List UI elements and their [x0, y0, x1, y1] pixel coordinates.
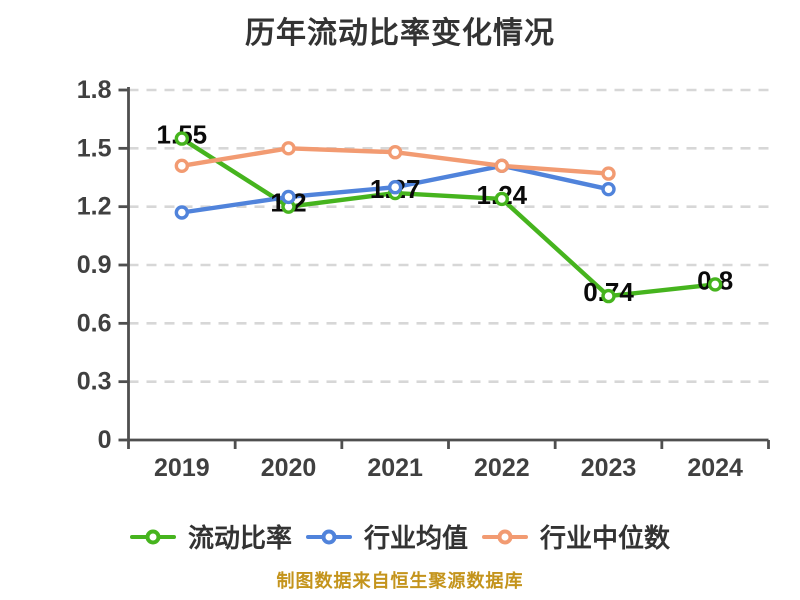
legend-label-current-ratio: 流动比率 [187, 523, 292, 553]
data-point-industry-median[interactable] [281, 141, 296, 156]
legend-item-current-ratio[interactable]: 流动比率 [129, 518, 292, 555]
y-tick-label: 0.3 [77, 368, 112, 396]
data-point-industry-median[interactable] [387, 145, 403, 160]
legend-swatch-industry-median-icon [482, 524, 528, 550]
legend-swatch-industry-average-icon [305, 524, 352, 550]
y-tick-label: 1.8 [77, 76, 112, 104]
x-tick-label: 2022 [474, 454, 530, 482]
x-tick-label: 2024 [687, 454, 743, 482]
legend-item-industry-average[interactable]: 行业均值 [305, 518, 468, 555]
data-source-caption: 制图数据来自恒生聚源数据库 [276, 571, 524, 591]
data-point-current-ratio[interactable] [494, 191, 510, 207]
legend-label-industry-median: 行业中位数 [540, 523, 671, 553]
y-tick-label: 0.6 [77, 309, 112, 337]
data-point-industry-median[interactable] [494, 158, 510, 174]
y-tick-label: 1.2 [77, 193, 112, 221]
data-point-current-ratio[interactable] [601, 288, 616, 304]
y-tick-label: 0 [98, 426, 112, 454]
chart-title: 历年流动比率变化情况 [245, 17, 555, 50]
data-point-industry-median[interactable] [601, 166, 616, 181]
x-tick-label: 2021 [367, 454, 423, 482]
chart-legend: 流动比率 行业均值 行业中位数 [0, 518, 800, 555]
data-point-industry-average[interactable] [387, 180, 403, 195]
y-tick-label: 1.5 [77, 134, 112, 162]
data-point-industry-average[interactable] [174, 205, 190, 220]
x-tick-label: 2019 [154, 454, 210, 482]
data-point-industry-average[interactable] [601, 181, 616, 197]
data-point-industry-average[interactable] [281, 189, 296, 205]
y-tick-label: 0.9 [77, 251, 112, 279]
legend-swatch-current-ratio-icon [129, 524, 176, 550]
series-line-current-ratio [179, 136, 718, 299]
data-point-current-ratio[interactable] [174, 131, 190, 146]
x-tick-label: 2020 [261, 454, 317, 482]
legend-label-industry-average: 行业均值 [363, 523, 468, 553]
legend-item-industry-median[interactable]: 行业中位数 [482, 518, 670, 555]
data-point-current-ratio[interactable] [707, 277, 723, 292]
x-tick-label: 2023 [581, 454, 637, 482]
data-point-industry-median[interactable] [174, 158, 190, 174]
